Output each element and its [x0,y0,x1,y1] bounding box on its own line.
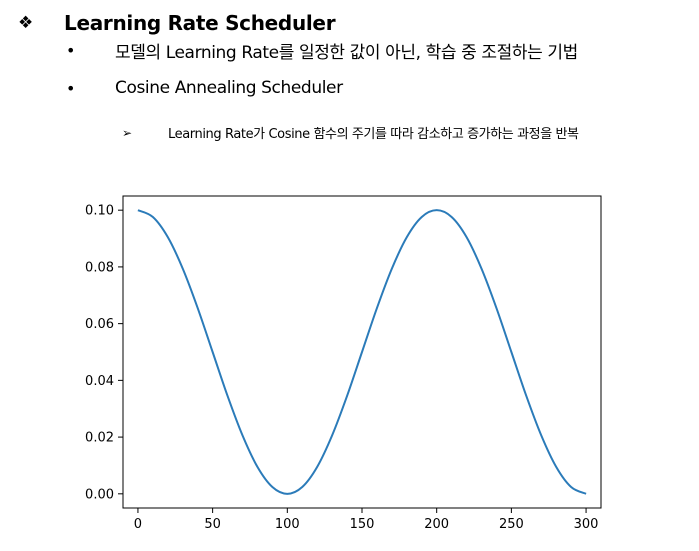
x-tick-label: 250 [499,517,524,532]
y-tick-label: 0.00 [85,487,114,502]
x-tick-label: 200 [424,517,449,532]
y-tick-label: 0.08 [85,260,114,275]
series-line [137,209,587,495]
bullet-text: 모델의 Learning Rate를 일정한 값이 아닌, 학습 중 조절하는 … [115,42,578,63]
section-heading: ❖ Learning Rate Scheduler [18,8,336,38]
bullet-dot-icon: • [66,40,76,60]
arrow-icon: ➢ [122,125,133,140]
x-tick-label: 150 [350,517,375,532]
sub-bullet-text: Learning Rate가 Cosine 함수의 주기를 따라 감소하고 증가… [168,127,579,142]
line-chart: 0 50 100 150 200 250 300 0.00 0.02 0.04 0.06 0.08 0.… [85,195,602,532]
y-tick-label: 0.04 [85,374,114,389]
x-tick-label: 300 [574,517,599,532]
y-tick-label: 0.06 [85,317,114,332]
diamond-icon: ❖ [18,12,34,33]
y-tick-label: 0.10 [85,204,114,219]
x-tick-label: 100 [275,517,300,532]
bullet-dot-icon: • [66,78,76,98]
x-tick-label: 50 [204,517,221,532]
x-tick-label: 0 [134,517,142,532]
heading-title: Learning Rate Scheduler [64,11,336,35]
sub-bullet-item: ➢ Learning Rate가 Cosine 함수의 주기를 따라 감소하고 … [122,123,579,143]
y-tick-label: 0.02 [85,431,114,446]
bullet-text: Cosine Annealing Scheduler [115,78,343,98]
